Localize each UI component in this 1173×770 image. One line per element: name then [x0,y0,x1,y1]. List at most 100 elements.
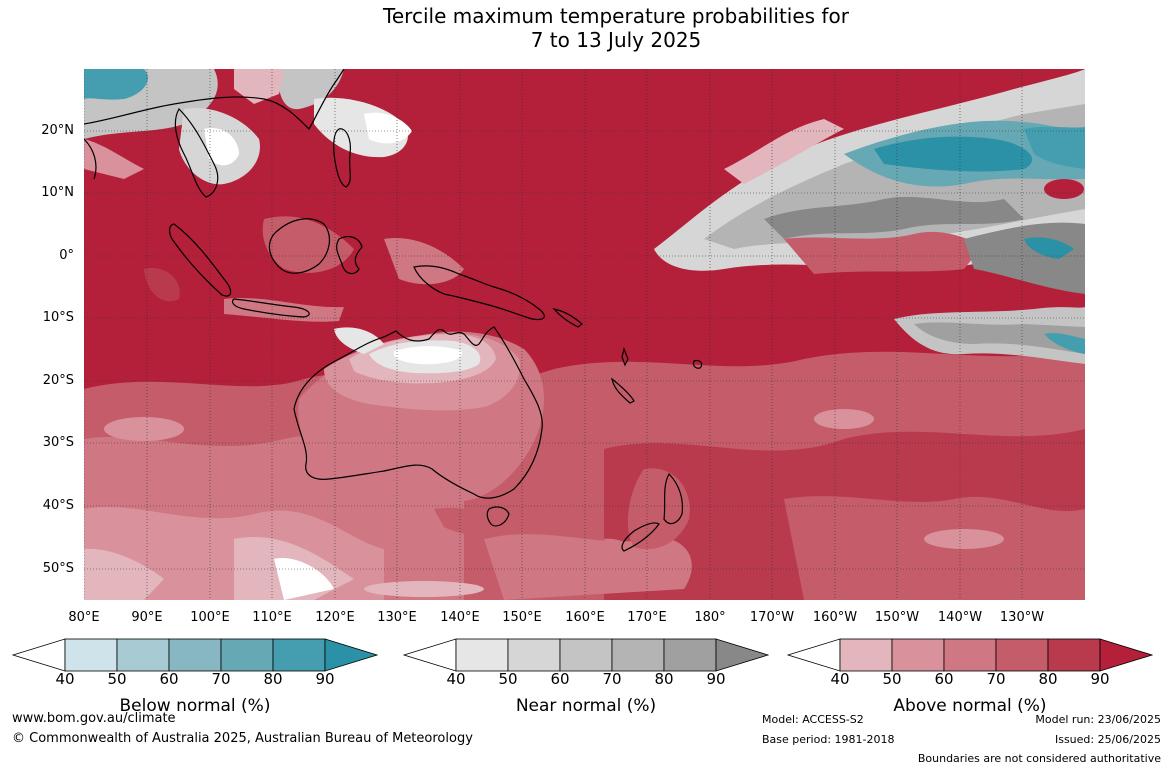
colorbar-segment [839,638,893,672]
latitude-label: 0° [59,248,74,263]
colorbar-tick-label: 50 [498,670,518,688]
colorbar-segment [559,638,613,672]
colorbar-min-extension [787,638,841,672]
new-zealand-shading [604,468,690,566]
colorbar-tick-label: 80 [263,670,283,688]
map-canvas [84,69,1085,600]
colorbar-tick-label: 90 [1090,670,1110,688]
java-coast [231,298,310,318]
latitude-label: 10°N [41,185,74,200]
colorbar-tick-label: 40 [446,670,466,688]
fiji-coast [692,359,703,369]
longitude-label: 180° [694,610,726,625]
colorbar-title: Near normal (%) [515,696,657,716]
australia-coast [293,326,543,499]
title-line-1: Tercile maximum temperature probabilitie… [383,4,849,28]
latitude-label: 10°S [42,310,74,325]
colorbar-segment [943,638,997,672]
colorbar-segment [663,638,717,672]
colorbar-segment [995,638,1049,672]
colorbar-segment [455,638,509,672]
title-line-2: 7 to 13 July 2025 [530,28,702,52]
asia-shading [84,69,412,185]
new-zealand-south-coast [621,522,660,552]
longitude-label: 140°E [440,610,480,625]
colorbar-max-extension [715,638,769,672]
colorbar-tick-label: 50 [107,670,127,688]
graticule [84,69,1085,600]
longitude-label: 90°E [131,610,163,625]
longitude-label: 160°E [565,610,605,625]
map-title: Tercile maximum temperature probabilitie… [0,4,1173,52]
colorbar-tick-label: 70 [211,670,231,688]
colorbar-tick-label: 60 [934,670,954,688]
sumatra-coast [168,223,232,297]
colorbar-tick-label: 70 [602,670,622,688]
indochina-coast [174,108,219,198]
colorbar-min-extension [403,638,457,672]
boundaries-disclaimer: Boundaries are not considered authoritat… [917,752,1161,765]
borneo-coast [268,218,331,274]
colorbar [403,638,769,672]
colorbar-tick-label: 80 [1038,670,1058,688]
model-run-date: Model run: 23/06/2025 [1035,713,1161,726]
website-url[interactable]: www.bom.gov.au/climate [12,711,176,726]
coastlines [84,69,703,552]
philippines-coast [333,128,351,188]
longitude-label: 170°E [627,610,667,625]
colorbar-tick-label: 80 [654,670,674,688]
latitude-label: 30°S [42,435,74,450]
copyright-notice: © Commonwealth of Australia 2025, Austra… [12,731,473,746]
probability-map [84,69,1085,600]
india-coast [84,138,97,180]
colorbar-tick-label: 90 [315,670,335,688]
new-guinea-coast [413,265,545,321]
colorbar-tick-label: 40 [55,670,75,688]
colorbar-tick-label: 40 [830,670,850,688]
new-zealand-north-coast [663,473,684,525]
latitude-label: 50°S [42,561,74,576]
longitude-label: 110°E [252,610,292,625]
colorbar-tick-label: 90 [706,670,726,688]
longitude-label: 150°E [502,610,542,625]
colorbar [12,638,378,672]
colorbar-segment [64,638,118,672]
colorbar-tick-label: 70 [986,670,1006,688]
colorbar-segment [116,638,170,672]
asia-coast [84,69,345,130]
tasmania-coast [486,506,510,527]
sulawesi-coast [336,236,363,275]
colorbar-tick-label: 50 [882,670,902,688]
issued-date: Issued: 25/06/2025 [1054,733,1161,746]
colorbar [787,638,1153,672]
colorbar-min-extension [12,638,66,672]
latitude-label: 40°S [42,498,74,513]
longitude-label: 140°W [937,610,983,625]
longitude-label: 80°E [68,610,100,625]
australia-shading [298,327,544,536]
north-pacific-shading [654,69,1085,364]
colorbar-title: Above normal (%) [893,696,1047,716]
base-period: Base period: 1981-2018 [762,733,895,746]
longitude-label: 170°W [749,610,795,625]
colorbar-tick-label: 60 [550,670,570,688]
solomons-coast [552,308,583,328]
latitude-label: 20°N [41,123,74,138]
latitude-label: 20°S [42,373,74,388]
colorbar-segment [220,638,274,672]
colorbar-segment [168,638,222,672]
longitude-label: 120°E [315,610,355,625]
longitude-label: 150°W [874,610,920,625]
colorbar-title: Below normal (%) [119,696,271,716]
colorbar-segment [1047,638,1101,672]
colorbar-max-extension [324,638,378,672]
southern-ocean-shading [84,349,1085,600]
longitude-label: 100°E [190,610,230,625]
colorbar-segment [272,638,326,672]
longitude-label: 130°W [999,610,1045,625]
model-name: Model: ACCESS-S2 [762,713,864,726]
longitude-label: 160°W [812,610,858,625]
maritime-continent-shading [144,216,464,322]
new-caledonia-coast [611,377,635,404]
colorbar-max-extension [1099,638,1153,672]
